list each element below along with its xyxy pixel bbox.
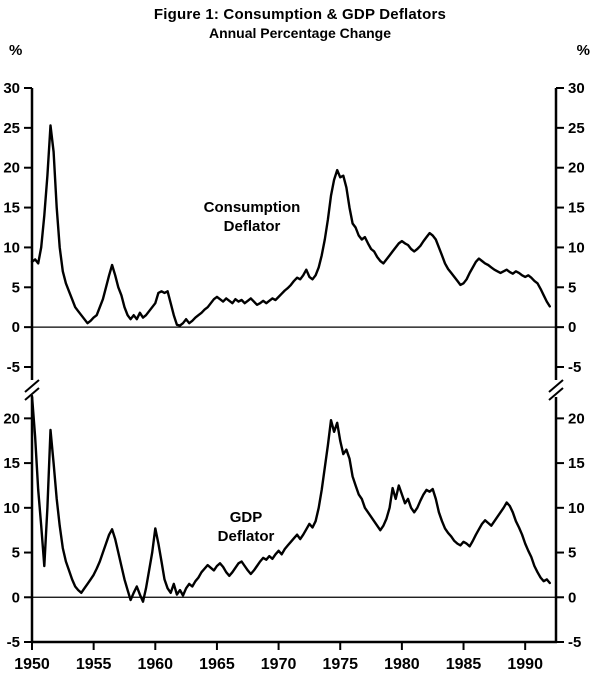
y-tick-label-right: 25 bbox=[568, 120, 585, 137]
y-tick-label-left: 15 bbox=[3, 200, 20, 217]
y-tick-label-right: 10 bbox=[568, 500, 585, 517]
y-tick-label-right: 5 bbox=[568, 545, 576, 562]
y-tick-label-left: 10 bbox=[3, 239, 20, 256]
y-tick-label-left: 0 bbox=[12, 589, 20, 606]
x-tick-label: 1990 bbox=[507, 656, 543, 673]
consumption-deflator-label: Deflator bbox=[224, 218, 281, 235]
y-tick-label-right: -5 bbox=[568, 634, 581, 651]
gdp-deflator-line bbox=[30, 394, 551, 603]
y-tick-label-right: 30 bbox=[568, 80, 585, 97]
y-axis-unit-right: % bbox=[576, 42, 590, 59]
y-tick-label-left: 15 bbox=[3, 455, 20, 472]
x-tick-label: 1965 bbox=[199, 656, 235, 673]
axis-break-mark bbox=[24, 387, 40, 401]
y-tick-label-left: 20 bbox=[3, 410, 20, 427]
x-tick-label: 1950 bbox=[14, 656, 50, 673]
consumption-deflator-line bbox=[30, 124, 551, 327]
y-tick-label-left: 5 bbox=[12, 545, 20, 562]
y-tick-label-left: 5 bbox=[12, 279, 20, 296]
gdp-deflator-label: GDP bbox=[230, 509, 263, 526]
y-tick-label-right: 5 bbox=[568, 279, 576, 296]
gdp-deflator-label: Deflator bbox=[218, 528, 275, 545]
x-tick-label: 1980 bbox=[384, 656, 420, 673]
y-tick-label-right: 0 bbox=[568, 589, 576, 606]
y-tick-label-right: 20 bbox=[568, 410, 585, 427]
axis-break-mark bbox=[24, 379, 40, 393]
y-tick-label-left: 25 bbox=[3, 120, 20, 137]
y-tick-label-left: 30 bbox=[3, 80, 20, 97]
figure-title: Figure 1: Consumption & GDP Deflators bbox=[153, 6, 447, 23]
y-tick-label-right: 20 bbox=[568, 160, 585, 177]
y-tick-label-left: 0 bbox=[12, 319, 20, 336]
y-tick-label-right: 10 bbox=[568, 239, 585, 256]
y-tick-label-right: 0 bbox=[568, 319, 576, 336]
x-tick-label: 1970 bbox=[261, 656, 297, 673]
y-tick-label-right: 15 bbox=[568, 455, 585, 472]
y-tick-label-left: 20 bbox=[3, 160, 20, 177]
y-tick-label-right: -5 bbox=[568, 359, 581, 376]
y-tick-label-left: 10 bbox=[3, 500, 20, 517]
x-tick-label: 1960 bbox=[137, 656, 173, 673]
figure-subtitle: Annual Percentage Change bbox=[208, 25, 392, 41]
x-tick-label: 1975 bbox=[322, 656, 358, 673]
y-tick-label-left: -5 bbox=[7, 359, 20, 376]
consumption-deflator-label: Consumption bbox=[204, 199, 301, 216]
axis-break-mark bbox=[548, 387, 564, 401]
axis-break-mark bbox=[548, 379, 564, 393]
x-tick-label: 1985 bbox=[446, 656, 482, 673]
y-tick-label-left: -5 bbox=[7, 634, 20, 651]
y-tick-label-right: 15 bbox=[568, 200, 585, 217]
x-tick-label: 1955 bbox=[76, 656, 112, 673]
y-axis-unit-left: % bbox=[9, 42, 23, 59]
